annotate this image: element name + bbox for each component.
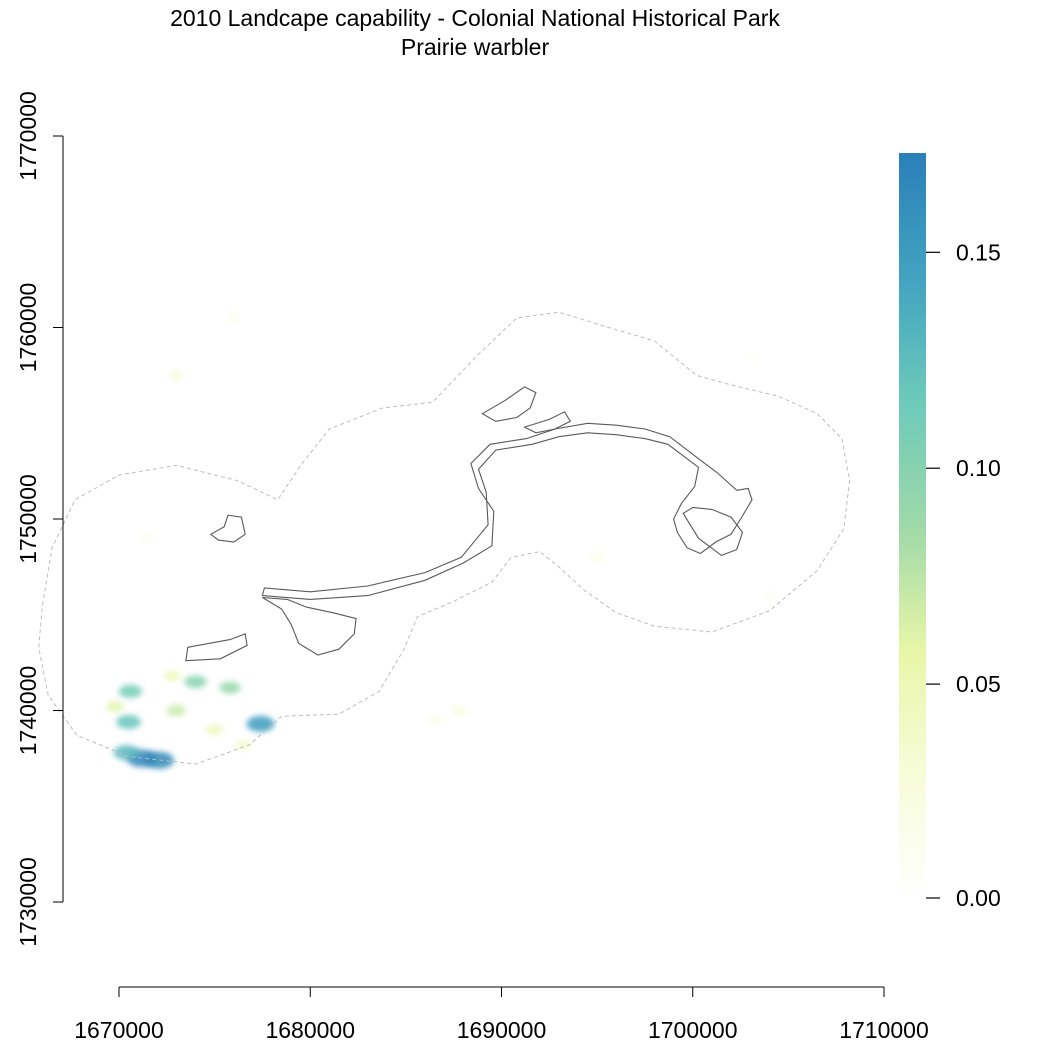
capability-raster [106,314,776,769]
y-tick-label: 1760000 [15,283,41,373]
capability-patch [219,681,241,694]
legend-tick-label: 0.00 [956,885,1001,911]
capability-patch [235,740,252,750]
x-tick-label: 1700000 [648,1017,738,1043]
legend-tick-label: 0.05 [956,671,1001,697]
capability-patch [184,675,207,689]
capability-patch [113,745,140,760]
capability-patch [762,591,776,600]
x-tick-label: 1690000 [457,1017,547,1043]
legend-tick-label: 0.10 [956,455,1001,481]
park-boundary-polygon [523,411,572,434]
capability-patch [246,715,275,732]
park-boundary-polygon [209,514,246,543]
capability-patch [116,714,141,730]
park-boundary-polygon [262,596,357,656]
capability-patch [452,706,467,715]
capability-patch [206,724,224,735]
x-tick-label: 1710000 [839,1017,929,1043]
park-boundary-polygon [261,422,753,600]
colorbar-legend: 0.00 0.05 0.10 0.15 [899,153,1001,911]
park-boundary [185,386,753,662]
capability-patch [169,371,184,380]
park-boundary-polygon [682,506,744,557]
capability-patch [166,705,186,716]
capability-patch [118,684,143,699]
x-tick-label: 1670000 [74,1017,164,1043]
capability-patch [106,701,125,712]
park-boundary-polygon [185,633,248,662]
capability-patch [227,314,241,322]
x-tick-label: 1680000 [265,1017,355,1043]
capability-patch [743,352,757,360]
y-tick-label: 1770000 [15,91,41,181]
park-boundary-polygon [481,386,537,422]
y-tick-label: 1740000 [15,666,41,756]
capability-patch [590,553,604,562]
capability-patch [144,751,175,769]
study-area-buffer [38,311,851,765]
capability-patch [141,534,155,542]
colorbar-ticks: 0.00 0.05 0.10 0.15 [926,239,1001,911]
capability-patch [427,716,442,724]
legend-tick-label: 0.15 [956,239,1001,265]
map-title-line1: 2010 Landcape capability - Colonial Nati… [170,5,780,31]
buffer-outline [38,311,851,765]
capability-patch [164,671,181,681]
colorbar [899,153,926,900]
y-tick-label: 1750000 [15,474,41,564]
map-title-line2: Prairie warbler [401,34,550,60]
y-tick-label: 1730000 [15,857,41,947]
x-axis: 1670000 1680000 1690000 1700000 1710000 [74,986,929,1043]
y-axis: 1730000 1740000 1750000 1760000 1770000 [15,91,64,947]
